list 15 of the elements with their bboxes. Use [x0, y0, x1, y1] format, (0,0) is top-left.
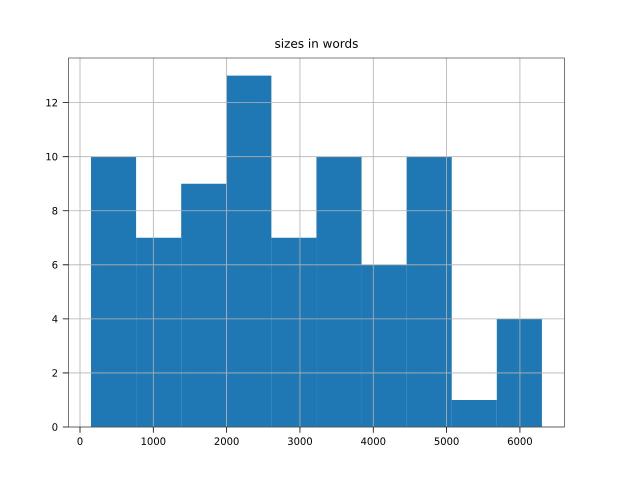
y-tick-label: 2 — [52, 369, 58, 377]
x-tick-label: 2000 — [214, 437, 239, 445]
y-tick-label: 6 — [52, 261, 58, 269]
y-tick-label: 4 — [52, 315, 58, 323]
x-tick-label: 4000 — [361, 437, 386, 445]
chart-title: sizes in words — [275, 38, 358, 48]
y-tick-label: 0 — [52, 423, 58, 431]
y-tick-label: 12 — [46, 98, 58, 106]
x-tick-label: 3000 — [288, 437, 312, 445]
y-tick-label: 8 — [52, 206, 58, 215]
y-tick-label: 10 — [46, 152, 58, 160]
x-tick-label: 1000 — [142, 437, 166, 445]
x-tick-label: 0 — [77, 437, 83, 445]
x-tick-label: 5000 — [434, 437, 459, 445]
x-tick-label: 6000 — [508, 437, 532, 445]
